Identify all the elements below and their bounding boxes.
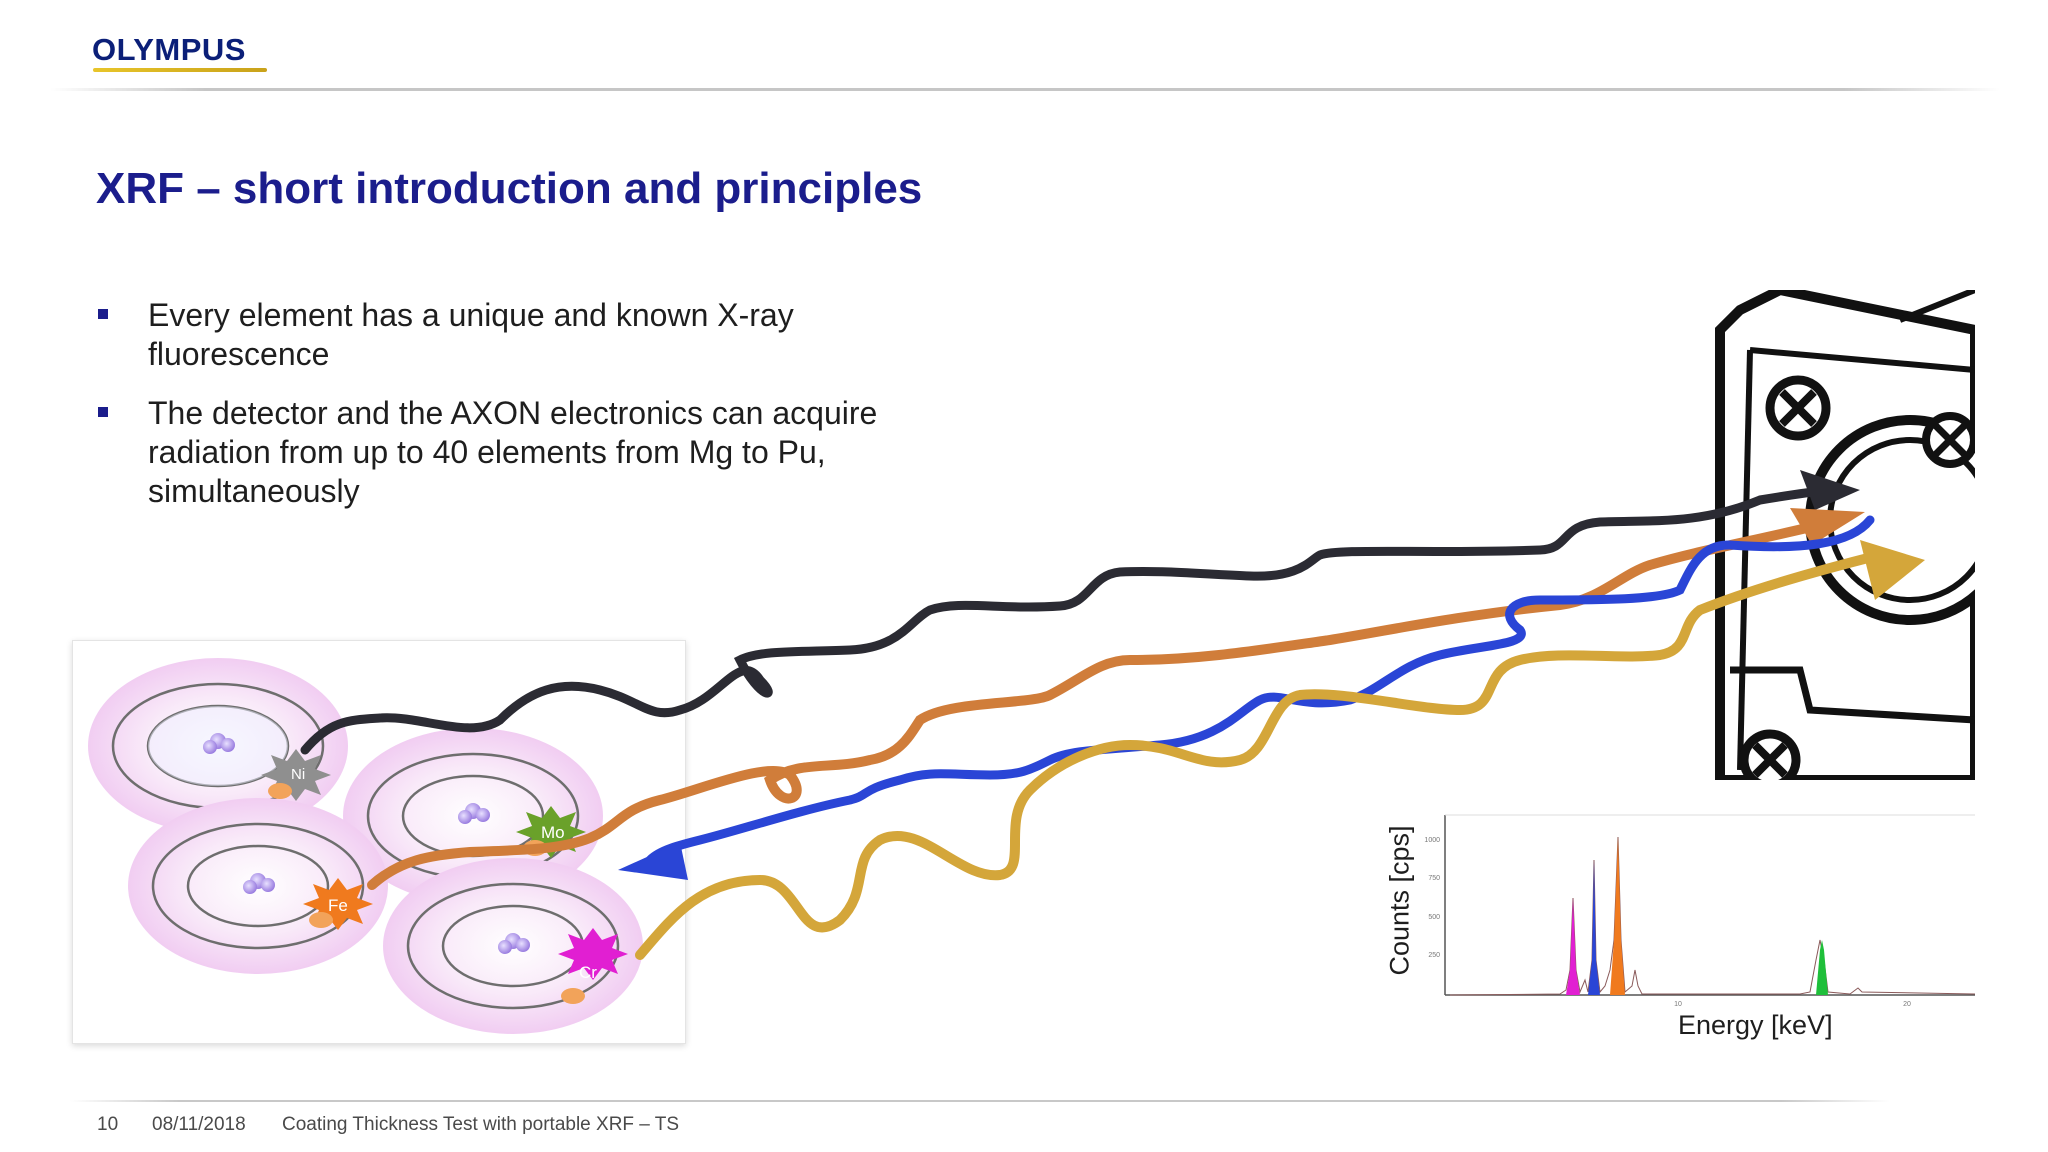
spectrum-ylabel: Counts [cps]: [1384, 825, 1415, 976]
bullet-list: Every element has a unique and known X-r…: [98, 296, 958, 531]
bullet-item: Every element has a unique and known X-r…: [98, 296, 958, 374]
page-number: 10: [97, 1114, 119, 1135]
wave-mo: [645, 515, 1875, 865]
bullet-item: The detector and the AXON electronics ca…: [98, 394, 958, 511]
cr-label: Cr: [579, 963, 597, 982]
mo-label: Mo: [541, 823, 565, 842]
spectrum-xlabel: Energy [keV]: [1678, 1010, 1833, 1040]
bullet-square-icon: [98, 407, 108, 417]
cr-starburst: Cr: [558, 928, 628, 1004]
wave-fe: [367, 515, 1845, 890]
olympus-logo: OLYMPUS: [92, 32, 246, 67]
bullet-text: Every element has a unique and known X-r…: [148, 297, 794, 372]
wave-mo-arrowhead: [618, 842, 688, 880]
fe-label: Fe: [328, 896, 348, 915]
footer-date: 08/11/2018: [152, 1114, 246, 1135]
header-divider: [50, 88, 2000, 91]
ytick-1000: 1000: [1424, 837, 1440, 844]
ytick-750: 750: [1428, 875, 1440, 882]
fe-peak: [1588, 860, 1600, 995]
bullet-text: The detector and the AXON electronics ca…: [148, 395, 878, 509]
xtick-10: 10: [1674, 1001, 1682, 1008]
ni-starburst: Ni: [261, 749, 331, 801]
atom-fe: [128, 798, 388, 974]
xtick-20: 20: [1903, 1001, 1911, 1008]
cr-peak: [1566, 898, 1580, 995]
footer-text: Coating Thickness Test with portable XRF…: [282, 1114, 680, 1135]
wave-ni-arrowhead: [1800, 470, 1860, 510]
ytick-500: 500: [1428, 914, 1440, 921]
wave-fe-arrowhead: [1790, 508, 1865, 545]
xrf-spectrum-chart: 1000 750 500 250 10 20: [1424, 814, 1976, 1008]
wave-ni: [300, 485, 1835, 755]
slide-title: XRF – short introduction and principles: [96, 164, 923, 213]
bullet-square-icon: [98, 309, 108, 319]
ytick-250: 250: [1428, 952, 1440, 959]
footer-divider: [70, 1100, 1890, 1102]
logo-underline: [93, 68, 267, 72]
ni-peak: [1610, 837, 1625, 995]
wave-cr-arrowhead: [1860, 540, 1925, 600]
fe-starburst: Fe: [303, 878, 373, 930]
wave-cr: [635, 550, 1885, 960]
ni-label: Ni: [291, 766, 305, 783]
mo-peak: [1816, 940, 1828, 995]
